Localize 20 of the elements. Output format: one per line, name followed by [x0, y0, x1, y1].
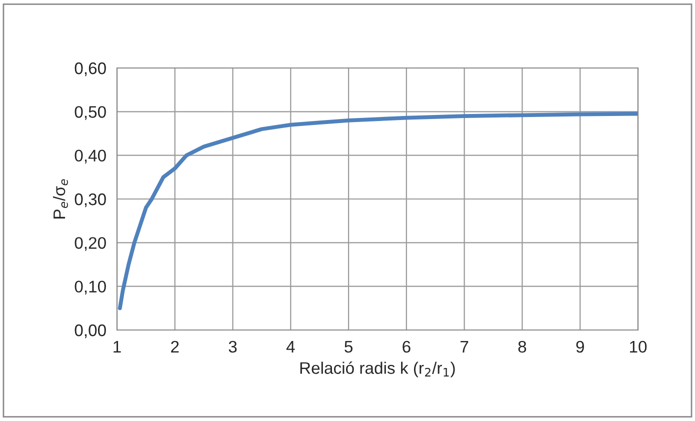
x-axis-title: Relació radis k (r$_{2}$/r$_{1}$) — [300, 362, 455, 378]
y-tick-label: 0,50 — [74, 106, 106, 120]
y-axis-title: P$_{e}$/σ$_{e}$ — [52, 179, 68, 218]
y-tick-label: 0,40 — [74, 150, 106, 164]
line-series — [118, 112, 638, 310]
x-tick-label: 8 — [518, 340, 526, 353]
x-tick-label: 9 — [576, 340, 584, 353]
x-tick-label: 5 — [344, 341, 352, 353]
x-tick-label: 3 — [228, 340, 237, 353]
y-tick-label: 0,20 — [74, 237, 106, 251]
x-tick-label: 10 — [630, 340, 647, 353]
x-tick-label: 1 — [114, 341, 121, 352]
x-tick-label: 4 — [286, 341, 295, 352]
x-tick-label: 2 — [171, 340, 179, 352]
x-tick-label: 6 — [402, 340, 410, 353]
x-tick-label: 7 — [460, 341, 468, 352]
y-tick-label: 0,60 — [74, 62, 106, 76]
y-tick-label: 0,10 — [74, 280, 106, 295]
y-tick-label: 0,30 — [74, 193, 106, 208]
y-tick-label: 0,00 — [74, 324, 106, 338]
